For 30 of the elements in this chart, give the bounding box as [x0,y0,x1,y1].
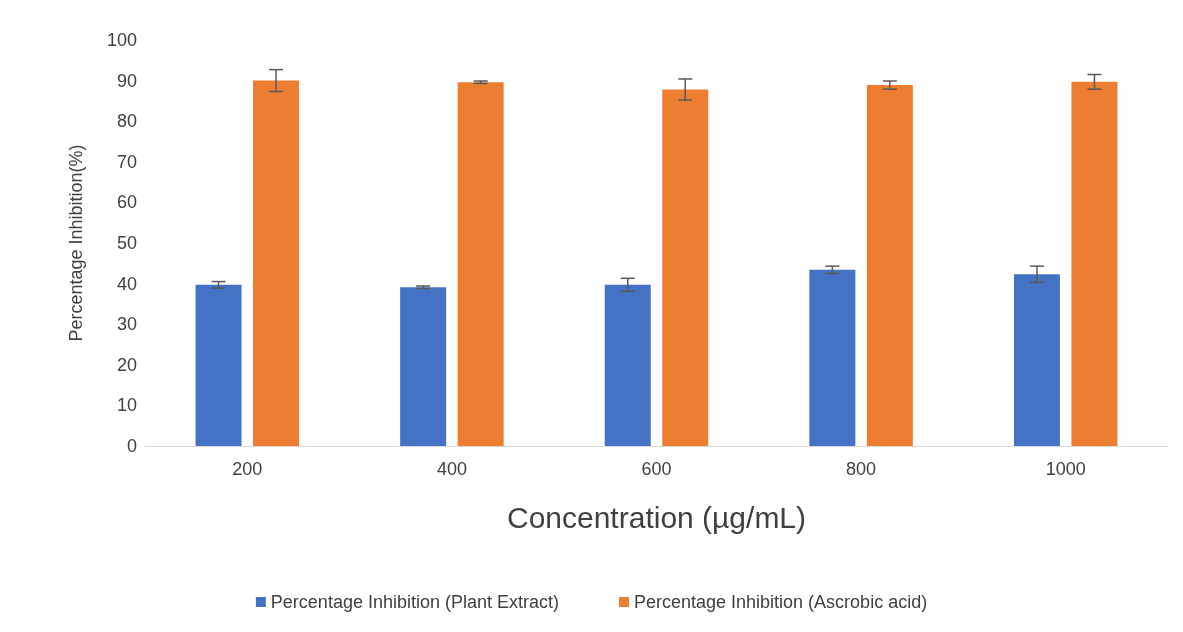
bar [1013,274,1060,446]
x-tick-label: 400 [436,459,467,479]
x-tick-label: 200 [232,459,263,479]
bar [604,284,651,446]
y-tick-label: 100 [106,30,137,50]
y-tick-label: 80 [116,111,137,132]
y-tick-label: 20 [116,354,137,375]
y-axis-title: Percentage Inhibition(%) [66,144,86,342]
bar [457,82,504,446]
y-tick-label: 0 [126,436,137,456]
bar [253,80,300,446]
bar [809,269,856,446]
y-tick-label: 90 [116,70,137,91]
bar [195,284,242,446]
x-tick-label: 800 [846,459,877,479]
x-axis-title: Concentration (µg/mL) [506,500,807,534]
legend-label: Percentage Inhibition (Ascrobic acid) [634,592,928,612]
legend-label: Percentage Inhibition (Plant Extract) [270,592,560,612]
bar [1071,81,1118,446]
y-tick-label: 50 [116,233,137,253]
y-tick-label: 70 [116,151,137,172]
bar [400,287,447,446]
bar [866,85,913,446]
bar [662,89,709,446]
x-tick-label: 1000 [1045,459,1086,479]
y-tick-label: 10 [116,395,137,416]
x-tick-label: 600 [641,459,672,479]
y-tick-label: 60 [116,192,137,213]
y-tick-label: 40 [116,273,137,294]
y-tick-label: 30 [116,314,137,335]
